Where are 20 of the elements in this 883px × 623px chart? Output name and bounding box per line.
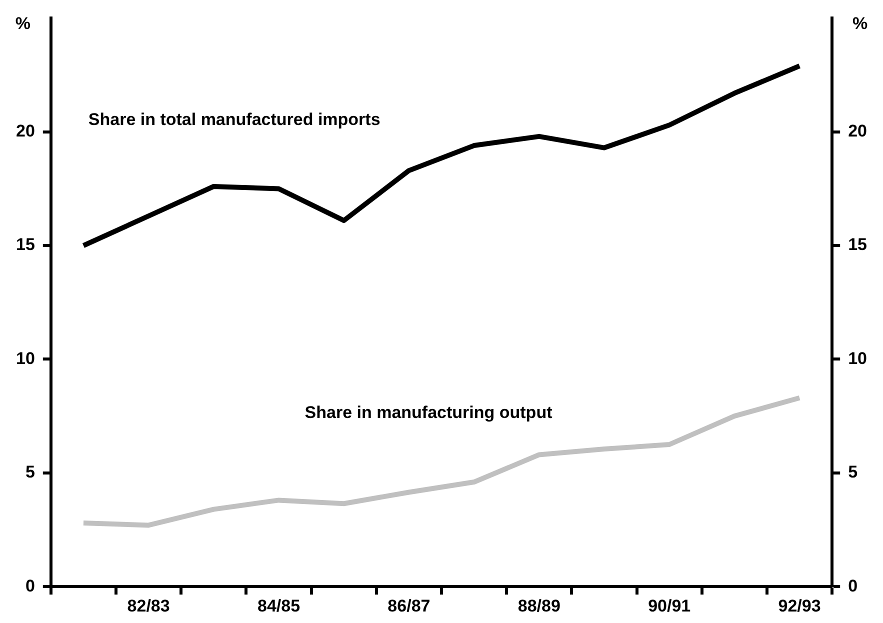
y-axis-title: % — [15, 14, 30, 33]
x-tick-label: 82/83 — [127, 596, 170, 616]
y-tick-label: 10 — [16, 348, 35, 368]
y-tick-label: 0 — [25, 576, 35, 596]
x-tick-label: 88/89 — [518, 596, 560, 616]
y2-axis-title: % — [852, 14, 868, 33]
x-tick-label: 90/91 — [648, 596, 691, 616]
x-tick-label: 86/87 — [388, 596, 430, 616]
y2-tick-label: 20 — [848, 122, 868, 141]
x-tick-label: 84/85 — [257, 596, 300, 616]
y-tick-label: 5 — [25, 462, 35, 482]
y-tick-label: 15 — [16, 235, 35, 254]
text: Share in total manufactured imports — [88, 110, 380, 130]
y2-tick-label: 15 — [848, 235, 868, 254]
y2-tick-label: 10 — [848, 348, 868, 368]
y2-tick-label: 5 — [848, 462, 858, 482]
series-label: Share in manufacturing output — [304, 402, 553, 422]
y-tick-label: 20 — [16, 122, 35, 141]
y2-tick-label: 0 — [848, 576, 858, 596]
x-tick-label: 92/93 — [778, 596, 821, 616]
